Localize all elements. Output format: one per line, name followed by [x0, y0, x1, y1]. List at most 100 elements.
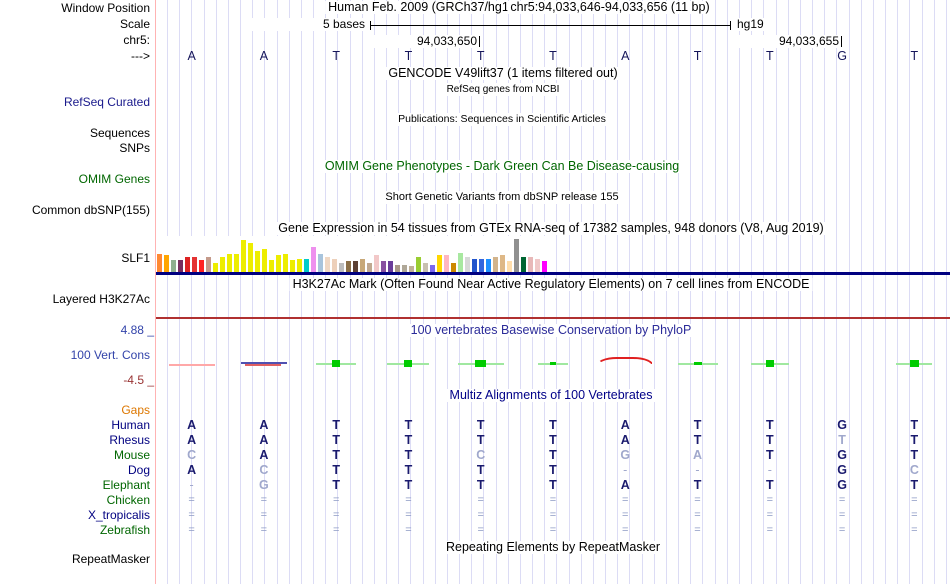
track-title-publications[interactable]: Publications: Sequences in Scientific Ar…	[395, 113, 609, 126]
alignment-base: =	[549, 494, 557, 506]
alignment-base: A	[620, 478, 630, 492]
alignment-base: T	[332, 418, 340, 432]
gtex-bar	[436, 254, 442, 272]
alignment-base: T	[693, 478, 702, 492]
left-label-elephant[interactable]: Elephant	[0, 479, 150, 492]
track-title-phylop[interactable]: 100 vertebrates Basewise Conservation by…	[407, 323, 695, 337]
left-label-mouse[interactable]: Mouse	[0, 449, 150, 462]
left-label-human[interactable]: Human	[0, 419, 150, 432]
left-label-zebrafish[interactable]: Zebrafish	[0, 524, 150, 537]
left-label-100-vert-cons[interactable]: 100 Vert. Cons	[0, 349, 150, 362]
alignment-base: C	[909, 463, 919, 477]
gridline	[933, 0, 935, 584]
left-label-snps[interactable]: SNPs	[0, 142, 150, 155]
left-label-gaps[interactable]: Gaps	[0, 404, 150, 417]
genome-label: hg19	[737, 17, 764, 31]
alignment-base: T	[332, 463, 340, 477]
gridline	[897, 0, 899, 584]
gtex-bar	[366, 262, 372, 272]
gridline	[167, 0, 168, 584]
alignment-base: C	[476, 448, 486, 462]
gtex-bar	[499, 254, 505, 272]
gridline	[288, 0, 290, 584]
alignment-base: T	[476, 418, 485, 432]
track-title-repeat[interactable]: Repeating Elements by RepeatMasker	[442, 540, 664, 554]
alignment-base: =	[332, 509, 340, 521]
gridline	[848, 0, 850, 584]
left-label-chr5: chr5:	[0, 34, 150, 47]
gridline	[714, 0, 716, 584]
left-label-slf1[interactable]: SLF1	[0, 252, 150, 265]
alignment-base: =	[838, 509, 846, 521]
gridline	[179, 0, 181, 584]
gridline	[471, 0, 473, 584]
ruler-base: T	[549, 49, 557, 63]
left-label-common-dbsnp-155[interactable]: Common dbSNP(155)	[0, 204, 150, 217]
track-title-gencode[interactable]: GENCODE V49lift37 (1 items filtered out)	[385, 66, 621, 80]
left-label-sequences[interactable]: Sequences	[0, 127, 150, 140]
alignment-base: =	[477, 494, 484, 506]
gridline	[386, 0, 388, 584]
gridline	[313, 0, 315, 584]
ruler-base: A	[621, 49, 630, 63]
gridline	[678, 0, 680, 584]
track-title-refseq-sub[interactable]: RefSeq genes from NCBI	[443, 83, 563, 96]
gtex-bar	[359, 258, 365, 272]
left-label-chicken[interactable]: Chicken	[0, 494, 150, 507]
gridline	[653, 0, 655, 584]
alignment-base: G	[837, 478, 847, 492]
gridline	[860, 0, 862, 584]
alignment-base: T	[549, 448, 557, 462]
gridline	[349, 0, 351, 584]
track-title-omim[interactable]: OMIM Gene Phenotypes - Dark Green Can Be…	[321, 159, 683, 173]
gridline	[872, 0, 874, 584]
alignment-base: =	[405, 494, 412, 506]
left-label-dog[interactable]: Dog	[0, 464, 150, 477]
ruler-base: G	[837, 49, 847, 63]
gtex-bar	[212, 262, 218, 272]
phylop-score-box	[765, 360, 774, 367]
alignment-base: T	[404, 433, 413, 447]
ruler-base: A	[187, 49, 196, 63]
alignment-base: G	[837, 418, 847, 432]
track-title-multiz[interactable]: Multiz Alignments of 100 Vertebrates	[446, 389, 656, 402]
left-label-window-position: Window Position	[0, 2, 150, 15]
gtex-bar	[373, 254, 379, 272]
track-title-dbsnp[interactable]: Short Genetic Variants from dbSNP releas…	[382, 190, 622, 204]
left-label-repeatmasker[interactable]: RepeatMasker	[0, 553, 150, 566]
left-label-rhesus[interactable]: Rhesus	[0, 434, 150, 447]
h3k27ac-baseline	[155, 317, 950, 319]
alignment-base: =	[838, 494, 846, 506]
gtex-bar	[205, 256, 211, 272]
alignment-base: A	[187, 418, 197, 432]
gridline	[641, 0, 643, 584]
gtex-bar	[485, 258, 491, 272]
gtex-bar	[380, 260, 386, 272]
phylop-score-box	[549, 361, 556, 365]
gridline	[361, 0, 363, 584]
gtex-bar	[310, 246, 316, 272]
left-label-x-tropicalis[interactable]: X_tropicalis	[0, 509, 150, 522]
alignment-base: T	[765, 433, 774, 447]
alignment-base: T	[476, 433, 485, 447]
alignment-base: T	[838, 433, 846, 447]
gtex-bar	[429, 264, 435, 272]
left-label-omim-genes[interactable]: OMIM Genes	[0, 173, 150, 186]
left-label-layered-h3k27ac[interactable]: Layered H3K27Ac	[0, 293, 150, 306]
coord-94033650: 94,033,650	[368, 35, 477, 48]
gtex-bar	[317, 253, 323, 272]
track-title-range: chr5:94,033,646-94,033,656 (11 bp)	[507, 1, 713, 14]
alignment-base: =	[911, 494, 918, 506]
track-title-h3k27ac[interactable]: H3K27Ac Mark (Often Found Near Active Re…	[289, 277, 813, 291]
alignment-base: =	[260, 524, 268, 536]
alignment-base: =	[622, 509, 629, 521]
alignment-base: =	[405, 524, 412, 536]
coord-tick	[479, 36, 480, 47]
track-title-gtex[interactable]: Gene Expression in 54 tissues from GTEx …	[275, 221, 827, 235]
alignment-base: =	[694, 509, 701, 521]
alignment-base: T	[549, 463, 557, 477]
alignment-base: =	[549, 524, 557, 536]
coord-tick	[841, 36, 842, 47]
left-label-refseq-curated[interactable]: RefSeq Curated	[0, 96, 150, 109]
